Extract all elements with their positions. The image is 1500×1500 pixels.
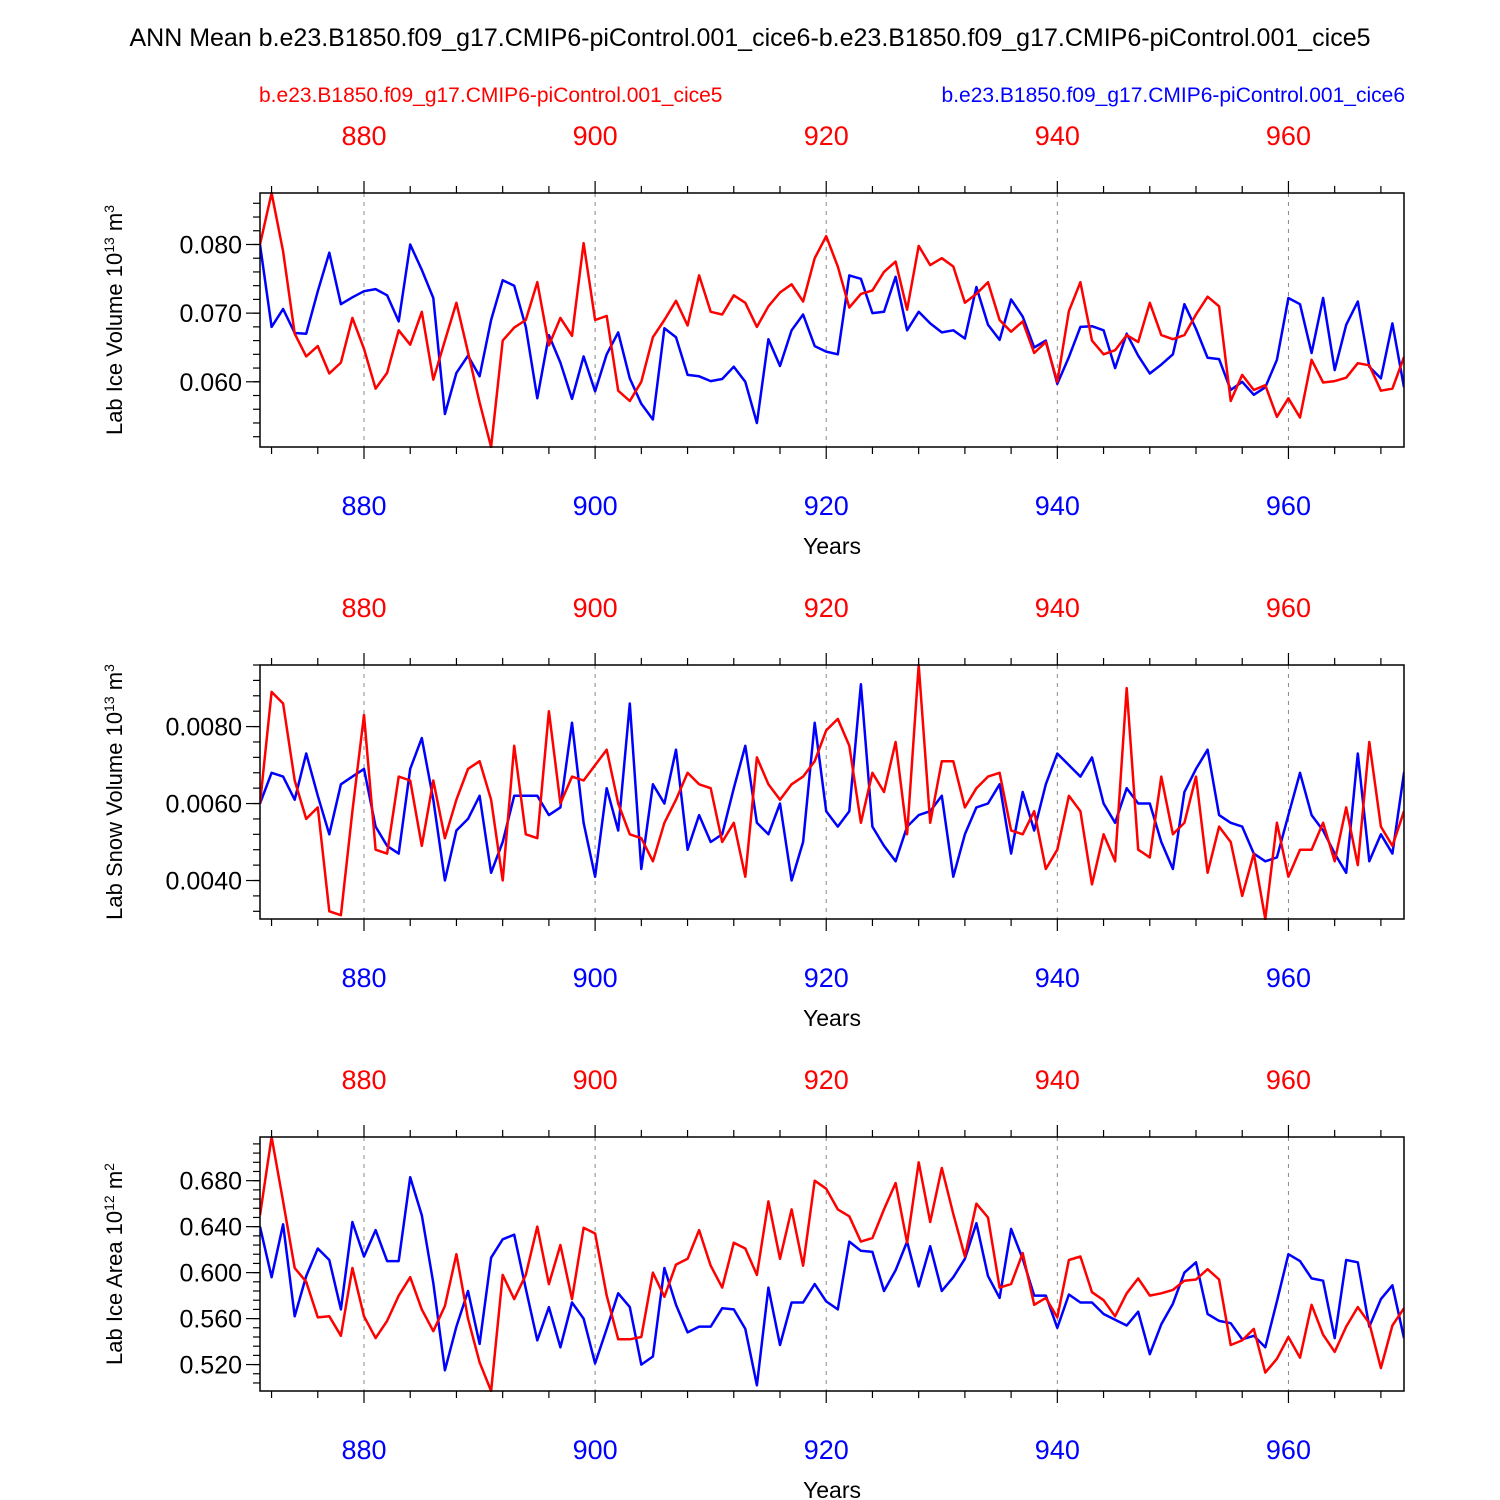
panel-1-xtick-bottom-label-900: 900 [573, 491, 618, 521]
panel-3-xtick-top-label-960: 960 [1266, 1065, 1311, 1095]
panel-3-ytick-label-0.600: 0.600 [179, 1260, 242, 1288]
panel-3-xtick-top-label-900: 900 [573, 1065, 618, 1095]
panel-3-xtick-top-label-880: 880 [341, 1065, 386, 1095]
panel-2-plot-frame [259, 664, 1405, 920]
panel-3-xtick-bottom-label-960: 960 [1266, 1435, 1311, 1465]
chart-title: ANN Mean b.e23.B1850.f09_g17.CMIP6-piCon… [129, 24, 1370, 52]
panel-3-series-blue-line [260, 1175, 1404, 1387]
panel-1-xtick-top-label-960: 960 [1266, 121, 1311, 151]
panel-1-xtick-bottom-label-940: 940 [1035, 491, 1080, 521]
panel-1-ytick-label-0.070: 0.070 [179, 300, 242, 328]
panel-3-plot-frame [259, 1136, 1405, 1392]
panel-2-xtick-top-label-880: 880 [341, 593, 386, 623]
panels-group: 0.060 0.070 0.080 880 880 900 900 920 920 940 940 9… [101, 121, 1405, 1500]
panel-2: 0.0040 0.0060 0.0080 880 880 900 900 920 920 940 9… [101, 593, 1405, 1031]
panel-2-ytick-label-0.0040: 0.0040 [166, 868, 242, 896]
panel-3-xtick-bottom-label-940: 940 [1035, 1435, 1080, 1465]
panel-2-y-axis-label: Lab Snow Volume 1013 m3 [101, 664, 127, 920]
panel-1-xtick-top-label-920: 920 [804, 121, 849, 151]
panel-1-plot-frame [259, 192, 1405, 448]
panel-2-x-axis-label: Years [803, 1005, 861, 1031]
panel-2-xtick-top-label-960: 960 [1266, 593, 1311, 623]
panel-3-ytick-label-0.640: 0.640 [179, 1214, 242, 1242]
panel-2-xtick-top-label-900: 900 [573, 593, 618, 623]
legend-blue-label: b.e23.B1850.f09_g17.CMIP6-piControl.001_… [942, 84, 1405, 107]
panel-2-xtick-top-label-920: 920 [804, 593, 849, 623]
panel-1-ytick-label-0.080: 0.080 [179, 231, 242, 259]
panel-2-xtick-bottom-label-920: 920 [804, 963, 849, 993]
panel-1-xtick-top-label-900: 900 [573, 121, 618, 151]
panel-2-series-blue-line [260, 682, 1404, 882]
panel-1-x-axis-label: Years [803, 533, 861, 559]
panel-2-ytick-label-0.0060: 0.0060 [166, 791, 242, 819]
legend-red-label: b.e23.B1850.f09_g17.CMIP6-piControl.001_… [259, 84, 722, 107]
panel-3-ytick-label-0.560: 0.560 [179, 1306, 242, 1334]
panel-3-ytick-label-0.680: 0.680 [179, 1168, 242, 1196]
panel-1-y-axis-label: Lab Ice Volume 1013 m3 [101, 205, 127, 435]
panel-3-ytick-label-0.520: 0.520 [179, 1352, 242, 1380]
panel-2-xtick-bottom-label-900: 900 [573, 963, 618, 993]
panel-1-xtick-top-label-940: 940 [1035, 121, 1080, 151]
panel-1-xtick-bottom-label-880: 880 [341, 491, 386, 521]
panel-2-xtick-bottom-label-880: 880 [341, 963, 386, 993]
panel-1-xtick-bottom-label-960: 960 [1266, 491, 1311, 521]
panel-1-series-red-line [260, 192, 1404, 448]
panel-2-xtick-top-label-940: 940 [1035, 593, 1080, 623]
panel-1-xtick-bottom-label-920: 920 [804, 491, 849, 521]
panel-3-x-axis-label: Years [803, 1477, 861, 1500]
panel-3: 0.520 0.560 0.600 0.640 0.680 880 880 900 900 920… [101, 1065, 1405, 1500]
panel-1-ytick-label-0.060: 0.060 [179, 369, 242, 397]
panel-2-ytick-label-0.0080: 0.0080 [166, 714, 242, 742]
panel-2-xtick-bottom-label-940: 940 [1035, 963, 1080, 993]
panel-3-xtick-bottom-label-920: 920 [804, 1435, 849, 1465]
panel-3-series-red-line [260, 1136, 1404, 1392]
panel-3-xtick-top-label-940: 940 [1035, 1065, 1080, 1095]
panel-1: 0.060 0.070 0.080 880 880 900 900 920 920 940 940 9… [101, 121, 1405, 559]
panel-3-xtick-top-label-920: 920 [804, 1065, 849, 1095]
panel-2-series-red-line [260, 664, 1404, 920]
panel-2-xtick-bottom-label-960: 960 [1266, 963, 1311, 993]
panel-3-xtick-bottom-label-880: 880 [341, 1435, 386, 1465]
panel-3-xtick-bottom-label-900: 900 [573, 1435, 618, 1465]
panel-3-y-axis-label: Lab Ice Area 1012 m2 [101, 1163, 127, 1365]
panel-1-series-blue-line [260, 243, 1404, 425]
panel-1-xtick-top-label-880: 880 [341, 121, 386, 151]
